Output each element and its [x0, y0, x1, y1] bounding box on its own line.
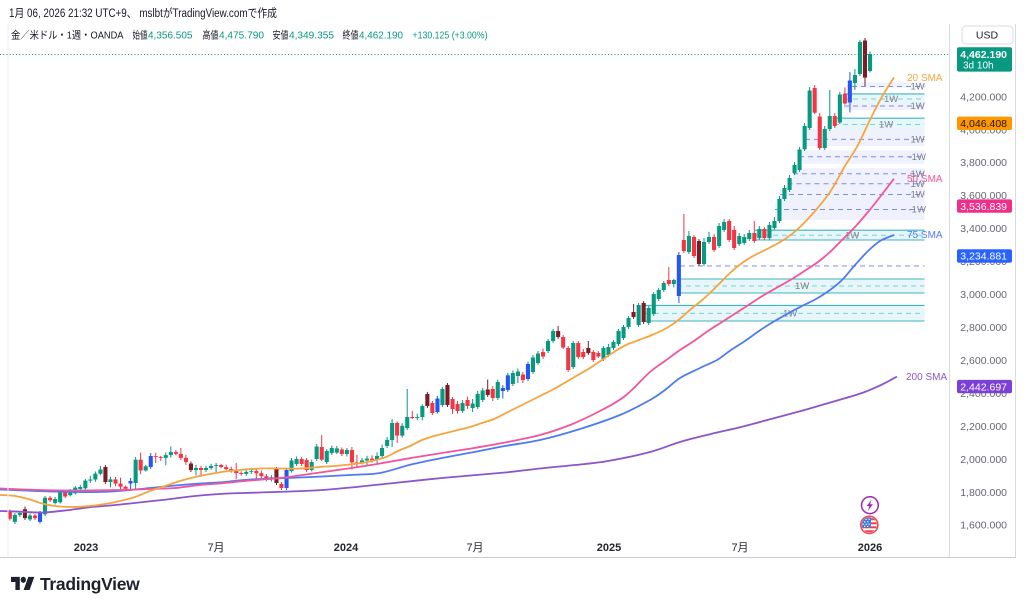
svg-text:-1W: -1W [909, 152, 926, 163]
svg-text:7月: 7月 [466, 542, 483, 554]
svg-text:2,200.000: 2,200.000 [960, 421, 1007, 433]
svg-text:4,200.000: 4,200.000 [960, 91, 1007, 103]
svg-text:3,400.000: 3,400.000 [960, 223, 1007, 235]
svg-text:3,000.000: 3,000.000 [960, 289, 1007, 301]
svg-text:4,462.190: 4,462.190 [359, 29, 403, 41]
svg-text:高値: 高値 [203, 28, 219, 41]
svg-text:1W: 1W [845, 230, 859, 241]
svg-text:1W: 1W [911, 82, 925, 93]
svg-text:始値: 始値 [133, 28, 148, 41]
svg-text:3,234.881: 3,234.881 [960, 251, 1007, 263]
svg-text:4,356.505: 4,356.505 [148, 29, 193, 41]
svg-text:1W: 1W [911, 135, 925, 146]
svg-text:1,600.000: 1,600.000 [960, 520, 1007, 532]
svg-text:1W: 1W [795, 281, 809, 292]
svg-text:4,349.355: 4,349.355 [289, 29, 334, 41]
svg-text:2025: 2025 [597, 542, 621, 554]
svg-text:2,442.697: 2,442.697 [960, 381, 1007, 393]
svg-text:50 SMA: 50 SMA [907, 174, 943, 185]
svg-text:終値: 終値 [343, 28, 359, 41]
svg-text:2024: 2024 [334, 542, 359, 554]
svg-text:-1W: -1W [909, 205, 926, 216]
svg-text:4,462.190: 4,462.190 [960, 49, 1007, 61]
svg-text:金／米ドル・1週・OANDA: 金／米ドル・1週・OANDA [11, 28, 124, 41]
svg-text:1W: 1W [911, 179, 925, 190]
svg-text:1,800.000: 1,800.000 [960, 487, 1007, 499]
svg-text:2,000.000: 2,000.000 [960, 454, 1007, 466]
svg-text:2023: 2023 [74, 542, 98, 554]
svg-text:4,475.790: 4,475.790 [219, 29, 264, 41]
svg-text:20 SMA: 20 SMA [907, 73, 943, 84]
svg-text:TradingView: TradingView [40, 574, 140, 594]
svg-text:3,600.000: 3,600.000 [960, 190, 1007, 202]
svg-text:1W: 1W [879, 120, 893, 131]
svg-text:1月 06, 2026 21:32 UTC+9、 mslbt: 1月 06, 2026 21:32 UTC+9、 mslbtがTradingVi… [9, 6, 277, 20]
svg-text:1W: 1W [911, 190, 925, 201]
svg-text:+130.125 (+3.00%): +130.125 (+3.00%) [413, 29, 488, 41]
svg-text:75 SMA: 75 SMA [907, 230, 943, 241]
svg-text:2,800.000: 2,800.000 [960, 322, 1007, 334]
svg-text:1W: 1W [911, 169, 925, 180]
svg-text:2026: 2026 [858, 542, 882, 554]
svg-text:4,046.408: 4,046.408 [960, 118, 1007, 130]
svg-text:3,800.000: 3,800.000 [960, 157, 1007, 169]
svg-text:1W: 1W [783, 309, 797, 320]
svg-text:安値: 安値 [273, 28, 289, 41]
svg-text:7月: 7月 [207, 542, 224, 554]
svg-text:200 SMA: 200 SMA [906, 372, 947, 383]
svg-text:7月: 7月 [731, 542, 748, 554]
svg-text:3,536.839: 3,536.839 [960, 201, 1007, 213]
svg-text:USD: USD [976, 30, 999, 42]
svg-text:3d 10h: 3d 10h [963, 60, 994, 71]
svg-text:1W: 1W [911, 101, 925, 112]
svg-text:1W: 1W [884, 94, 898, 105]
svg-text:2,600.000: 2,600.000 [960, 355, 1007, 367]
